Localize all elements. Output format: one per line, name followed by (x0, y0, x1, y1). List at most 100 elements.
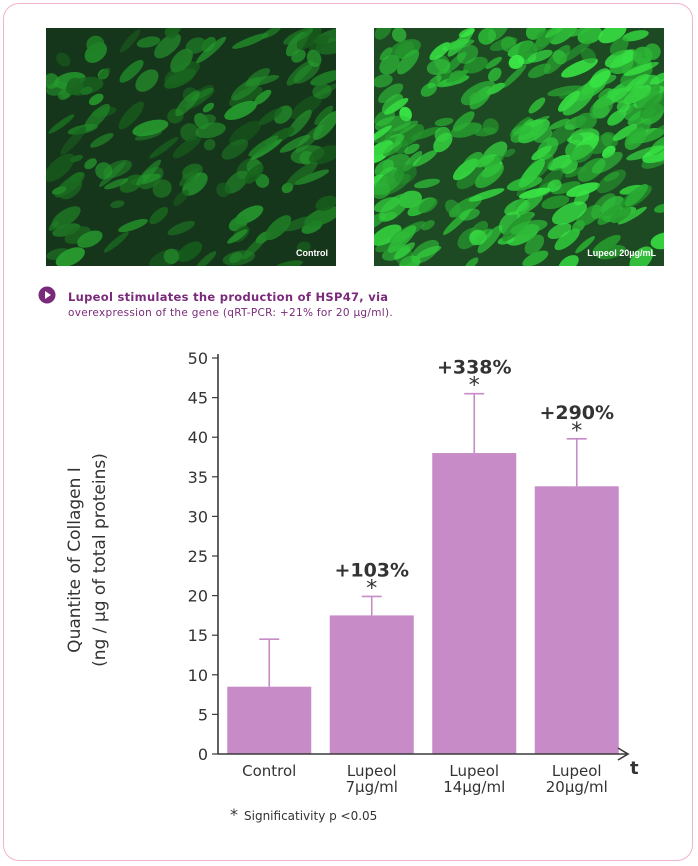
cell (310, 70, 336, 86)
cell (591, 151, 623, 174)
page-frame (3, 3, 693, 861)
cell (649, 72, 664, 86)
micrograph-label-control: Control (296, 248, 328, 258)
cell (70, 154, 84, 163)
cell (119, 29, 141, 53)
cell (413, 178, 441, 189)
cell (135, 69, 159, 92)
x-tick-label-line-1: Lupeol (552, 762, 602, 780)
cell (308, 35, 329, 52)
cell (315, 195, 336, 211)
cell (374, 212, 386, 230)
cell (410, 126, 441, 141)
significance-star: * (571, 419, 582, 444)
cell (98, 67, 111, 80)
cell (421, 220, 435, 231)
cell (452, 111, 475, 132)
cell (609, 37, 629, 56)
cell (458, 28, 475, 38)
cell (418, 197, 438, 214)
cell (427, 75, 442, 89)
cell (379, 47, 393, 61)
cell (503, 148, 516, 158)
cell (456, 44, 479, 64)
cell (167, 220, 196, 236)
cell (623, 61, 659, 76)
y-tick-label: 50 (188, 349, 208, 368)
cell (511, 124, 532, 136)
bar (227, 686, 312, 754)
cell (650, 232, 664, 250)
cell (589, 68, 611, 88)
cell (294, 169, 330, 185)
fluorescence-image-control (46, 28, 336, 266)
cell (527, 49, 553, 63)
cell (88, 93, 104, 106)
cell (374, 224, 402, 246)
cell (465, 257, 479, 266)
percent-annotation: +338% (437, 357, 512, 379)
cell (222, 250, 256, 266)
cell (622, 30, 649, 42)
cell (80, 86, 93, 95)
cell (394, 164, 417, 184)
cell (518, 158, 545, 188)
cell (95, 162, 113, 180)
cell (103, 231, 129, 253)
bar (534, 486, 619, 754)
cell (248, 135, 279, 157)
x-tick-label-line-1: Lupeol (449, 762, 499, 780)
cell (554, 228, 580, 251)
collagen-bar-chart: Quantite of Collagen I (ng / µg of total … (65, 349, 639, 796)
y-axis-label-line-1: Quantite of Collagen I (65, 467, 85, 653)
cell (224, 170, 249, 194)
cell (216, 182, 231, 198)
cell (592, 234, 621, 255)
significance-note-text: Significativity p <0.05 (244, 809, 378, 823)
play-circle-icon (38, 286, 56, 304)
cell (51, 186, 67, 195)
cell (255, 174, 270, 188)
y-tick-label: 10 (188, 666, 208, 685)
cell (84, 103, 111, 131)
cell (643, 121, 664, 143)
cell (482, 118, 499, 135)
cell (459, 208, 480, 221)
y-tick-label: 5 (198, 705, 208, 724)
cell (557, 90, 580, 112)
cell (547, 85, 584, 97)
cell (471, 228, 493, 246)
cell (475, 154, 496, 168)
cell (202, 102, 215, 113)
cell (597, 205, 621, 226)
cell (374, 133, 405, 156)
cell (485, 56, 503, 69)
y-tick-label: 0 (198, 745, 208, 764)
cell (60, 126, 87, 155)
cell (477, 225, 503, 254)
cell (195, 122, 226, 139)
cell (577, 28, 603, 44)
cell (522, 250, 549, 266)
y-tick-label: 15 (188, 626, 208, 645)
cell (547, 179, 562, 193)
cell (163, 248, 180, 264)
cell (527, 63, 552, 79)
cell (170, 48, 193, 73)
cell (429, 42, 451, 61)
cell (508, 54, 525, 69)
micrograph-label-lupeol: Lupeol 20µg/mL (587, 248, 656, 258)
cell (110, 200, 125, 209)
cell (314, 105, 334, 126)
cell (173, 189, 189, 206)
cell (306, 49, 322, 67)
x-tick-label-line-2: 7µg/ml (346, 778, 398, 796)
cell (612, 123, 638, 141)
cell (196, 36, 227, 64)
cell (379, 54, 400, 75)
cell (290, 94, 323, 120)
cell (387, 225, 417, 253)
cell (221, 139, 249, 160)
cell (56, 52, 71, 67)
cell (625, 73, 650, 92)
